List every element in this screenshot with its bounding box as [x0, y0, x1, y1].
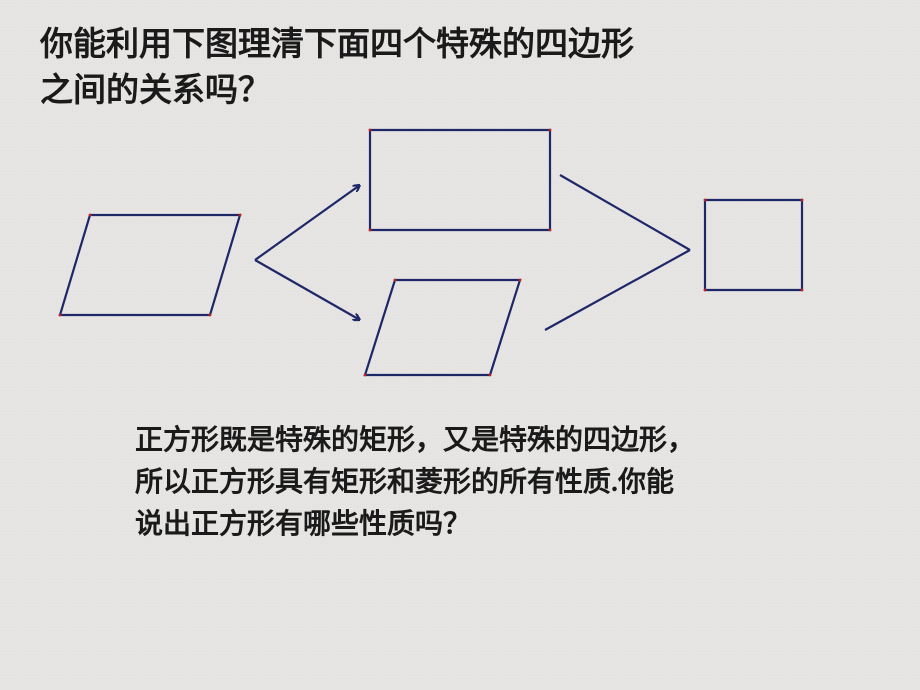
shape-square — [705, 200, 802, 290]
title-heading: 你能利用下图理清下面四个特殊的四边形 之间的关系吗？ — [40, 22, 740, 114]
edge-rhombus-square — [545, 250, 690, 330]
title-line-1: 你能利用下图理清下面四个特殊的四边形 — [40, 27, 634, 63]
explain-line-3: 说出正方形有哪些性质吗？ — [135, 509, 471, 540]
explain-line-1: 正方形既是特殊的矩形，又是特殊的四边形， — [135, 425, 695, 456]
edge-parallelogram-rectangle — [255, 185, 360, 260]
explanation-text: 正方形既是特殊的矩形，又是特殊的四边形， 所以正方形具有矩形和菱形的所有性质.你… — [135, 420, 785, 546]
explain-line-2: 所以正方形具有矩形和菱形的所有性质.你能 — [135, 467, 674, 498]
quadrilateral-diagram — [40, 125, 830, 385]
edge-parallelogram-rhombus — [255, 260, 360, 320]
diagram-svg — [40, 125, 830, 385]
shape-parallelogram — [60, 215, 240, 315]
edge-rectangle-square — [560, 175, 690, 250]
shape-rhombus — [365, 280, 520, 375]
shape-rectangle — [370, 130, 550, 230]
title-line-2: 之间的关系吗？ — [40, 73, 271, 109]
